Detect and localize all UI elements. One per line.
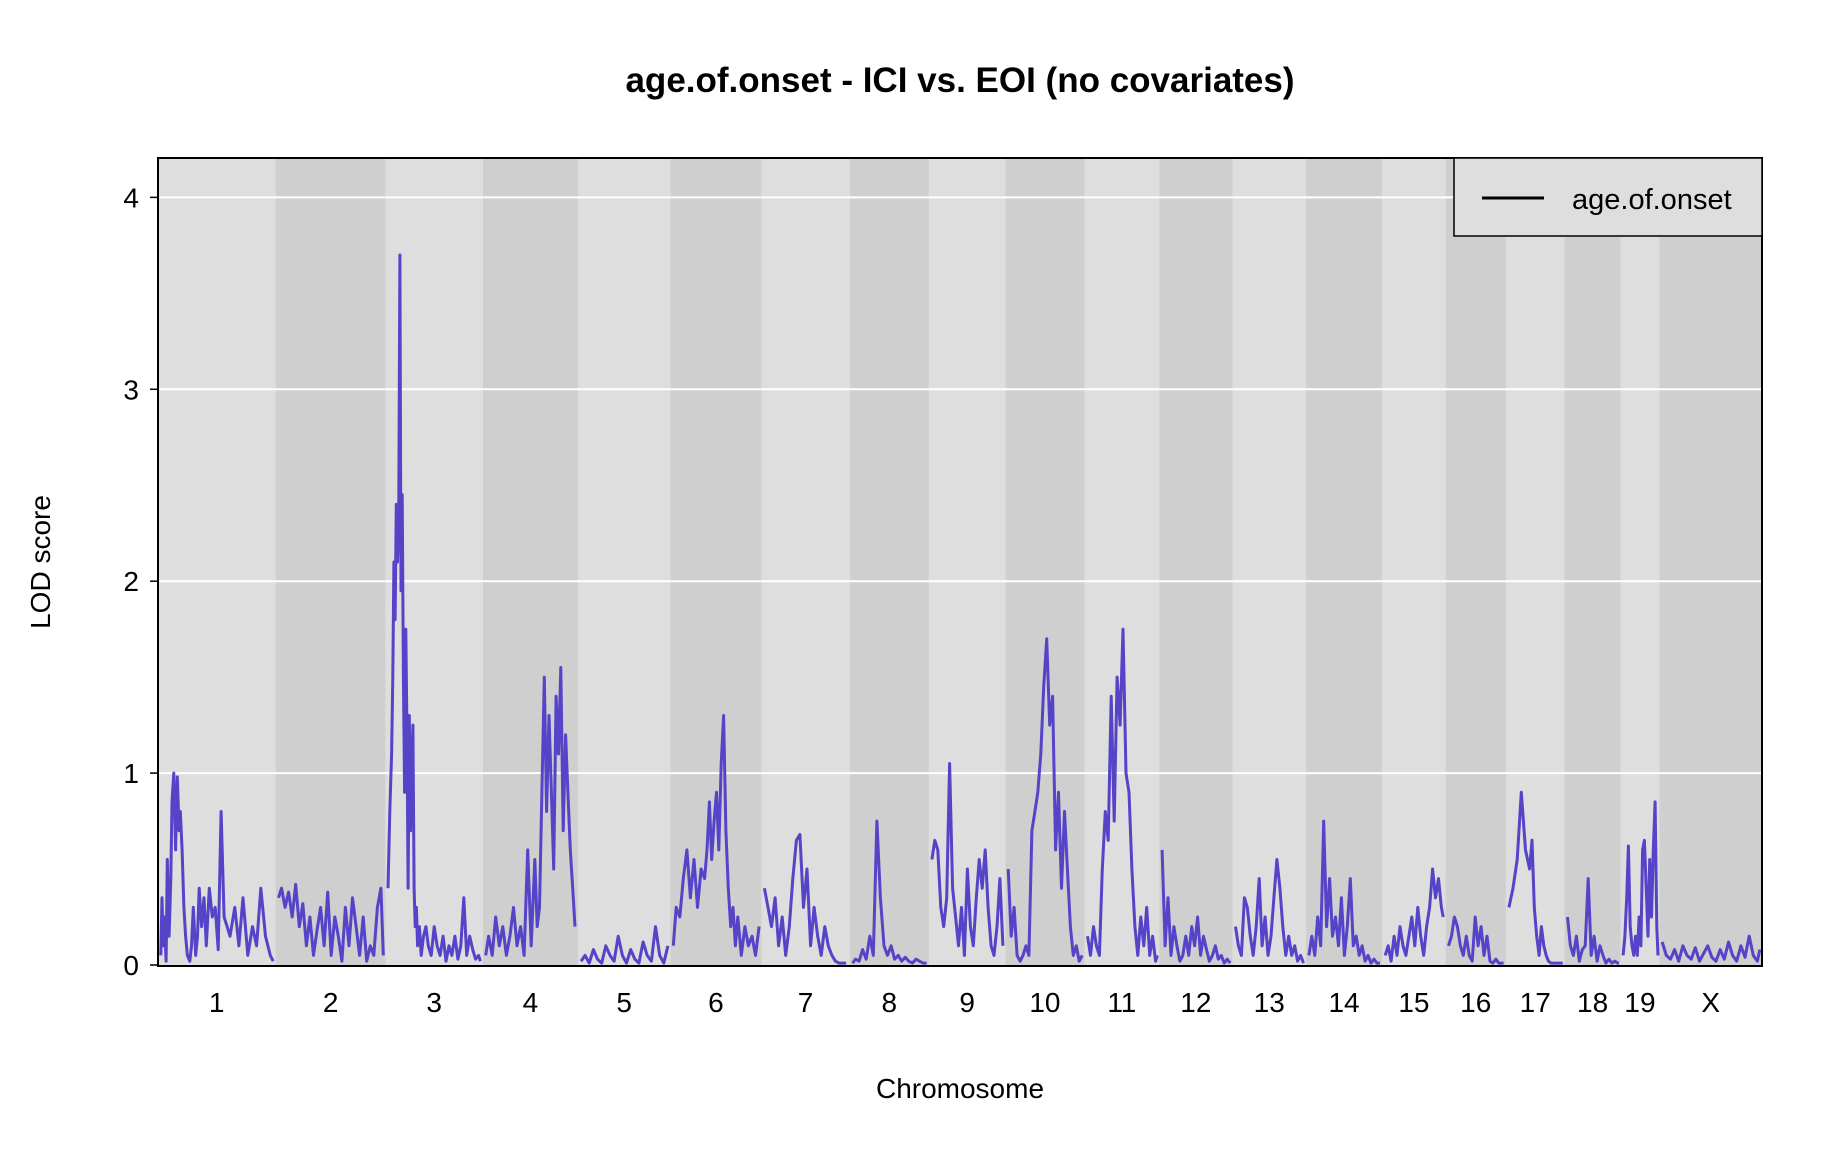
x-axis-ticks: 1 2 3 4 5 6 7 8 9 10 11 12 13 14 15 16 17 18 19 X xyxy=(209,987,1720,1018)
y-tick-label-0: 0 xyxy=(123,950,139,981)
lod-line-chr-4 xyxy=(484,666,577,957)
band-chr-10 xyxy=(1005,159,1085,965)
x-tick-label-8: 8 xyxy=(881,987,897,1018)
x-tick-label-3: 3 xyxy=(426,987,442,1018)
lod-line-chr-19 xyxy=(1621,800,1660,957)
plot-frame xyxy=(157,157,1763,967)
band-chr-16 xyxy=(1445,159,1506,965)
band-chr-X xyxy=(1659,159,1761,965)
lod-line-chr-7 xyxy=(762,833,847,965)
lod-line-chr-9 xyxy=(930,762,1005,957)
x-tick-label-19: 19 xyxy=(1624,987,1655,1018)
band-chr-14 xyxy=(1305,159,1383,965)
legend-entry-age-of-onset: age.of.onset xyxy=(1572,184,1732,216)
series-lines xyxy=(159,253,1762,965)
y-tick-label-1: 1 xyxy=(123,758,139,789)
chromosome-bands xyxy=(159,159,1761,965)
lod-line-chr-13 xyxy=(1234,858,1305,964)
lod-line-chr-8 xyxy=(851,819,927,965)
y-tick-label-4: 4 xyxy=(123,182,139,213)
y-axis-label: LOD score xyxy=(25,495,56,629)
lod-line-chr-17 xyxy=(1507,790,1563,965)
band-chr-17 xyxy=(1505,159,1565,965)
lod-line-chr-18 xyxy=(1566,877,1620,965)
x-tick-label-6: 6 xyxy=(708,987,724,1018)
y-tick-label-2: 2 xyxy=(123,566,139,597)
x-tick-label-7: 7 xyxy=(798,987,814,1018)
y-axis-ticks: 0 1 2 3 4 xyxy=(123,182,158,981)
lod-line-chr-11 xyxy=(1086,627,1159,963)
band-chr-2 xyxy=(275,159,386,965)
lod-line-chr-12 xyxy=(1160,849,1232,965)
x-tick-label-18: 18 xyxy=(1577,987,1608,1018)
band-chr-9 xyxy=(928,159,1006,965)
x-tick-label-2: 2 xyxy=(323,987,339,1018)
band-chr-4 xyxy=(482,159,578,965)
lod-line-chr-2 xyxy=(277,882,385,963)
x-tick-label-11: 11 xyxy=(1107,987,1136,1018)
x-tick-label-17: 17 xyxy=(1520,987,1551,1018)
x-tick-label-9: 9 xyxy=(959,987,975,1018)
x-tick-label-13: 13 xyxy=(1254,987,1285,1018)
band-chr-5 xyxy=(577,159,671,965)
band-chr-15 xyxy=(1382,159,1446,965)
lod-line-chr-X xyxy=(1660,934,1762,963)
lod-line-chr-15 xyxy=(1383,867,1445,963)
legend: age.of.onset xyxy=(1453,157,1763,237)
x-tick-label-14: 14 xyxy=(1328,987,1359,1018)
band-chr-11 xyxy=(1084,159,1160,965)
x-tick-label-1: 1 xyxy=(209,987,225,1018)
x-axis-label: Chromosome xyxy=(876,1073,1044,1104)
lod-line-chr-3 xyxy=(386,253,482,963)
x-tick-label-12: 12 xyxy=(1180,987,1211,1018)
lod-line-chr-1 xyxy=(159,771,275,963)
x-tick-label-10: 10 xyxy=(1029,987,1060,1018)
y-tick-label-3: 3 xyxy=(123,374,139,405)
band-chr-12 xyxy=(1159,159,1233,965)
x-tick-label-X: X xyxy=(1701,987,1720,1018)
lod-line-chr-14 xyxy=(1307,819,1380,965)
x-tick-label-5: 5 xyxy=(616,987,632,1018)
band-chr-18 xyxy=(1564,159,1621,965)
lod-line-chr-6 xyxy=(671,714,761,957)
band-chr-7 xyxy=(761,159,850,965)
x-tick-label-15: 15 xyxy=(1398,987,1429,1018)
chart-title: age.of.onset - ICI vs. EOI (no covariate… xyxy=(625,61,1294,100)
x-tick-label-4: 4 xyxy=(523,987,539,1018)
lod-line-chr-5 xyxy=(579,925,670,965)
lod-line-chr-10 xyxy=(1006,637,1084,963)
band-chr-8 xyxy=(849,159,929,965)
band-chr-13 xyxy=(1232,159,1306,965)
lod-line-chr-16 xyxy=(1447,915,1504,965)
band-chr-6 xyxy=(670,159,762,965)
x-tick-label-16: 16 xyxy=(1460,987,1491,1018)
